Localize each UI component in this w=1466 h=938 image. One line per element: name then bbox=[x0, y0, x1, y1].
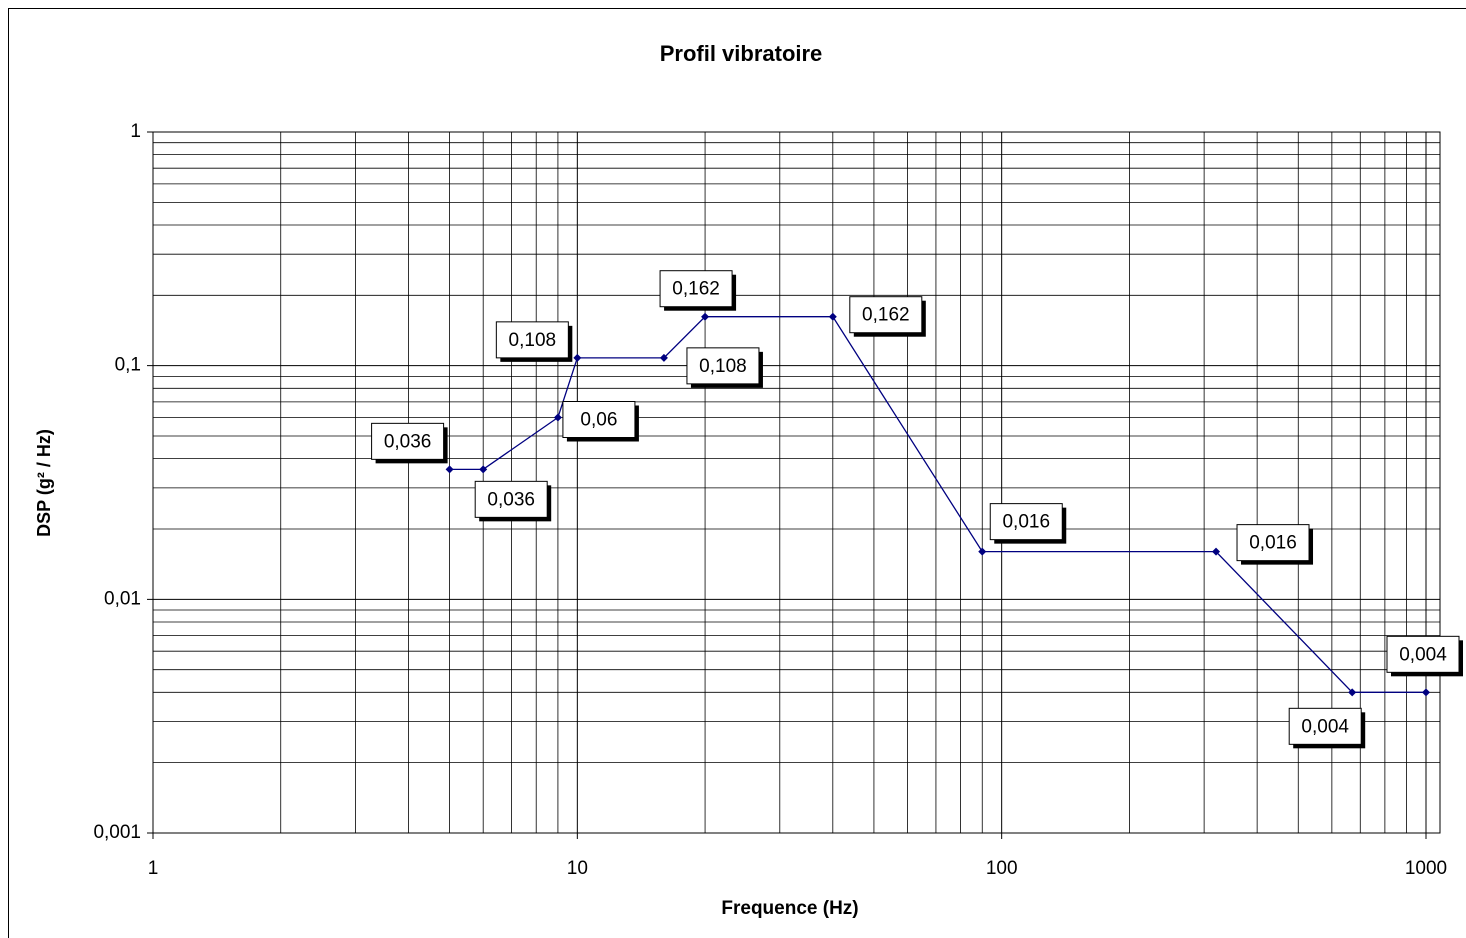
data-point bbox=[479, 465, 488, 474]
label-bg bbox=[1236, 524, 1310, 562]
label-bg bbox=[562, 401, 636, 439]
x-tick-label: 10 bbox=[567, 858, 588, 879]
data-label-box: 0,004 bbox=[1386, 635, 1463, 677]
data-label: 0,162 bbox=[672, 279, 720, 300]
label-bg bbox=[474, 480, 548, 518]
data-label-box: 0,06 bbox=[562, 401, 639, 442]
chart-frame bbox=[8, 8, 1466, 938]
data-label-box: 0,004 bbox=[1288, 707, 1366, 749]
y-axis-label: DSP (g² / Hz) bbox=[34, 429, 54, 537]
x-tick-label: 1 bbox=[148, 858, 159, 879]
label-bg bbox=[686, 347, 760, 385]
data-point bbox=[1422, 688, 1430, 697]
data-point bbox=[701, 312, 710, 321]
chart-title: Profil vibratoire bbox=[660, 41, 823, 66]
data-label-box: 0,108 bbox=[686, 347, 763, 388]
data-label-box: 0,162 bbox=[849, 296, 926, 337]
data-label: 0,036 bbox=[487, 489, 535, 510]
data-label-box: 0,036 bbox=[474, 480, 552, 522]
data-point bbox=[659, 353, 668, 362]
data-label-box: 0,036 bbox=[371, 422, 448, 464]
y-tick-label: 0,1 bbox=[115, 355, 141, 376]
data-label: 0,004 bbox=[1399, 644, 1447, 665]
data-label: 0,016 bbox=[1249, 533, 1297, 554]
label-bg bbox=[371, 422, 445, 460]
label-bg bbox=[989, 503, 1063, 541]
data-label: 0,016 bbox=[1002, 512, 1050, 533]
data-point bbox=[445, 465, 454, 474]
x-axis-label: Frequence (Hz) bbox=[721, 898, 858, 919]
label-bg bbox=[1288, 707, 1362, 745]
data-label-box: 0,016 bbox=[989, 503, 1067, 544]
data-label-box: 0,016 bbox=[1236, 524, 1314, 565]
label-bg bbox=[659, 270, 733, 308]
data-label: 0,108 bbox=[699, 356, 747, 377]
data-point bbox=[828, 312, 837, 321]
data-label-box: 0,162 bbox=[659, 270, 737, 311]
y-tick-label: 0,001 bbox=[93, 822, 141, 843]
label-bg bbox=[1386, 635, 1460, 673]
y-tick-label: 1 bbox=[130, 121, 141, 142]
data-label: 0,036 bbox=[384, 431, 432, 452]
data-point bbox=[573, 353, 582, 362]
data-point bbox=[978, 547, 987, 556]
data-point bbox=[553, 413, 562, 422]
data-label: 0,162 bbox=[862, 305, 910, 326]
data-label: 0,004 bbox=[1301, 716, 1349, 737]
data-label: 0,06 bbox=[580, 410, 617, 431]
x-tick-label: 100 bbox=[986, 858, 1018, 879]
data-point bbox=[1212, 547, 1221, 556]
x-tick-label: 1000 bbox=[1405, 858, 1447, 879]
label-bg bbox=[849, 296, 923, 334]
plot-frame bbox=[152, 131, 1441, 834]
data-label-box: 0,108 bbox=[495, 321, 573, 362]
y-tick-label: 0,01 bbox=[104, 588, 141, 609]
label-bg bbox=[495, 321, 569, 359]
data-point bbox=[1348, 688, 1357, 697]
data-label: 0,108 bbox=[509, 330, 557, 351]
